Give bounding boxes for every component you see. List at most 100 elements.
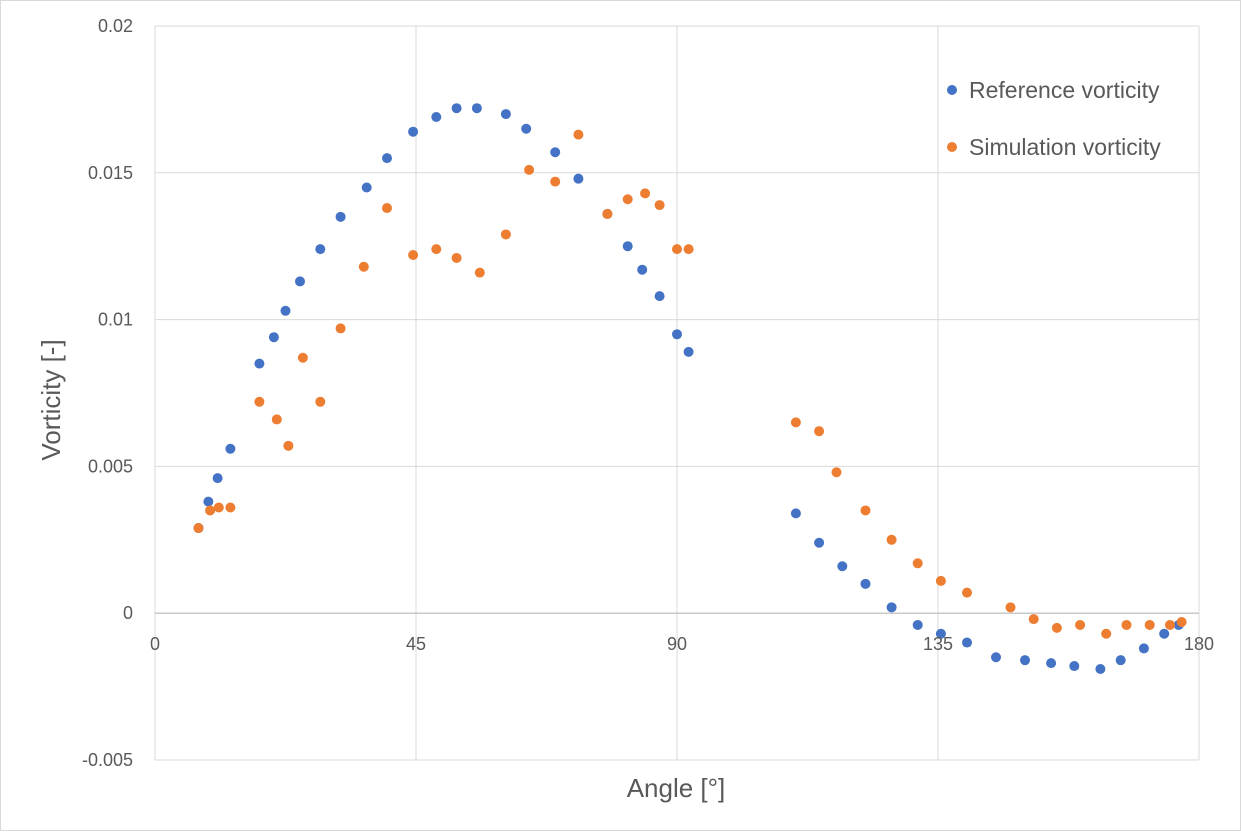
x-tick-label: 45 <box>406 634 426 654</box>
y-tick-label: -0.005 <box>82 750 133 770</box>
y-tick-label: 0.01 <box>98 310 133 330</box>
data-point-simulation <box>335 323 346 334</box>
data-point-reference <box>790 508 801 519</box>
data-point-simulation <box>500 229 511 240</box>
data-point-reference <box>860 578 871 589</box>
data-point-simulation <box>622 194 633 205</box>
data-point-simulation <box>315 396 326 407</box>
data-point-reference <box>268 332 279 343</box>
data-point-reference <box>382 153 392 164</box>
data-point-simulation <box>814 426 825 437</box>
data-point-simulation <box>790 417 801 428</box>
data-point-simulation <box>431 244 442 255</box>
data-point-simulation <box>1051 622 1062 633</box>
data-point-simulation <box>1165 619 1175 630</box>
data-point-simulation <box>886 534 897 545</box>
data-point-reference <box>991 652 1001 663</box>
data-point-reference <box>431 112 442 123</box>
data-point-simulation <box>1028 614 1039 625</box>
data-point-simulation <box>654 200 665 211</box>
legend: Reference vorticity Simulation vorticity <box>947 77 1161 160</box>
y-tick-label: 0 <box>123 603 133 623</box>
data-point-reference <box>1138 643 1149 654</box>
data-point-reference <box>837 561 848 572</box>
data-point-reference <box>225 443 236 454</box>
data-point-reference <box>1095 663 1106 674</box>
data-point-simulation <box>408 250 419 261</box>
data-point-reference <box>408 126 419 137</box>
data-point-simulation <box>602 208 613 219</box>
data-point-simulation <box>1101 628 1112 639</box>
data-point-simulation <box>912 558 923 569</box>
data-point-simulation <box>831 467 842 478</box>
data-point-reference <box>203 496 214 507</box>
data-point-simulation <box>474 267 485 278</box>
legend-label-simulation: Simulation vorticity <box>969 134 1161 160</box>
data-point-simulation <box>297 352 308 363</box>
data-point-simulation <box>672 244 682 255</box>
data-point-simulation <box>683 244 694 255</box>
y-axis-title: Vorticity [-] <box>36 339 66 460</box>
data-point-reference <box>814 537 825 548</box>
data-point-simulation <box>640 188 651 199</box>
data-point-reference <box>573 173 584 184</box>
legend-marker-reference <box>947 85 957 95</box>
data-point-reference <box>912 619 923 630</box>
data-point-reference <box>622 241 633 252</box>
data-point-reference <box>254 358 265 369</box>
data-point-simulation <box>1121 619 1132 630</box>
x-tick-label: 0 <box>150 634 160 654</box>
data-point-simulation <box>962 587 972 598</box>
data-point-simulation <box>283 440 294 451</box>
data-point-reference <box>637 264 648 275</box>
data-point-reference <box>1069 661 1080 672</box>
data-point-reference <box>1159 628 1170 639</box>
data-point-simulation <box>225 502 236 513</box>
data-point-simulation <box>213 502 224 513</box>
data-point-simulation <box>451 252 462 263</box>
data-point-simulation <box>1176 617 1187 628</box>
y-tick-label: 0.015 <box>88 163 133 183</box>
data-point-reference <box>654 291 665 302</box>
data-point-reference <box>471 103 482 114</box>
data-point-reference <box>683 346 694 357</box>
data-point-reference <box>962 637 972 648</box>
data-point-simulation <box>935 575 946 586</box>
data-point-simulation <box>358 261 369 272</box>
data-point-simulation <box>524 164 535 175</box>
x-axis-title: Angle [°] <box>627 773 726 803</box>
data-point-reference <box>295 276 305 287</box>
data-points <box>193 103 1187 674</box>
x-tick-label: 135 <box>923 634 953 654</box>
data-point-reference <box>886 602 897 613</box>
data-point-simulation <box>205 505 216 516</box>
data-point-reference <box>212 473 223 484</box>
data-point-reference <box>335 211 346 222</box>
data-point-simulation <box>573 129 584 140</box>
data-point-reference <box>361 182 372 193</box>
data-point-reference <box>1020 655 1030 666</box>
data-point-simulation <box>254 396 265 407</box>
data-point-simulation <box>271 414 282 425</box>
data-point-reference <box>1115 655 1126 666</box>
data-point-simulation <box>1005 602 1016 613</box>
y-tick-label: 0.005 <box>88 456 133 476</box>
data-point-reference <box>672 329 682 340</box>
data-point-reference <box>1046 658 1057 669</box>
data-point-reference <box>315 244 326 255</box>
data-point-reference <box>500 109 511 120</box>
legend-label-reference: Reference vorticity <box>969 77 1160 103</box>
data-point-reference <box>451 103 462 114</box>
data-point-simulation <box>382 203 392 214</box>
data-point-reference <box>935 628 946 639</box>
x-tick-label: 180 <box>1184 634 1214 654</box>
data-point-simulation <box>1075 619 1086 630</box>
data-point-simulation <box>1144 619 1155 630</box>
data-point-simulation <box>193 523 204 534</box>
data-point-simulation <box>860 505 871 516</box>
y-tick-label: 0.02 <box>98 16 133 36</box>
tick-labels: 0 45 90 135 180 -0.005 0 0.005 0.01 0.015 0.02 <box>82 16 1214 770</box>
data-point-reference <box>550 147 561 158</box>
